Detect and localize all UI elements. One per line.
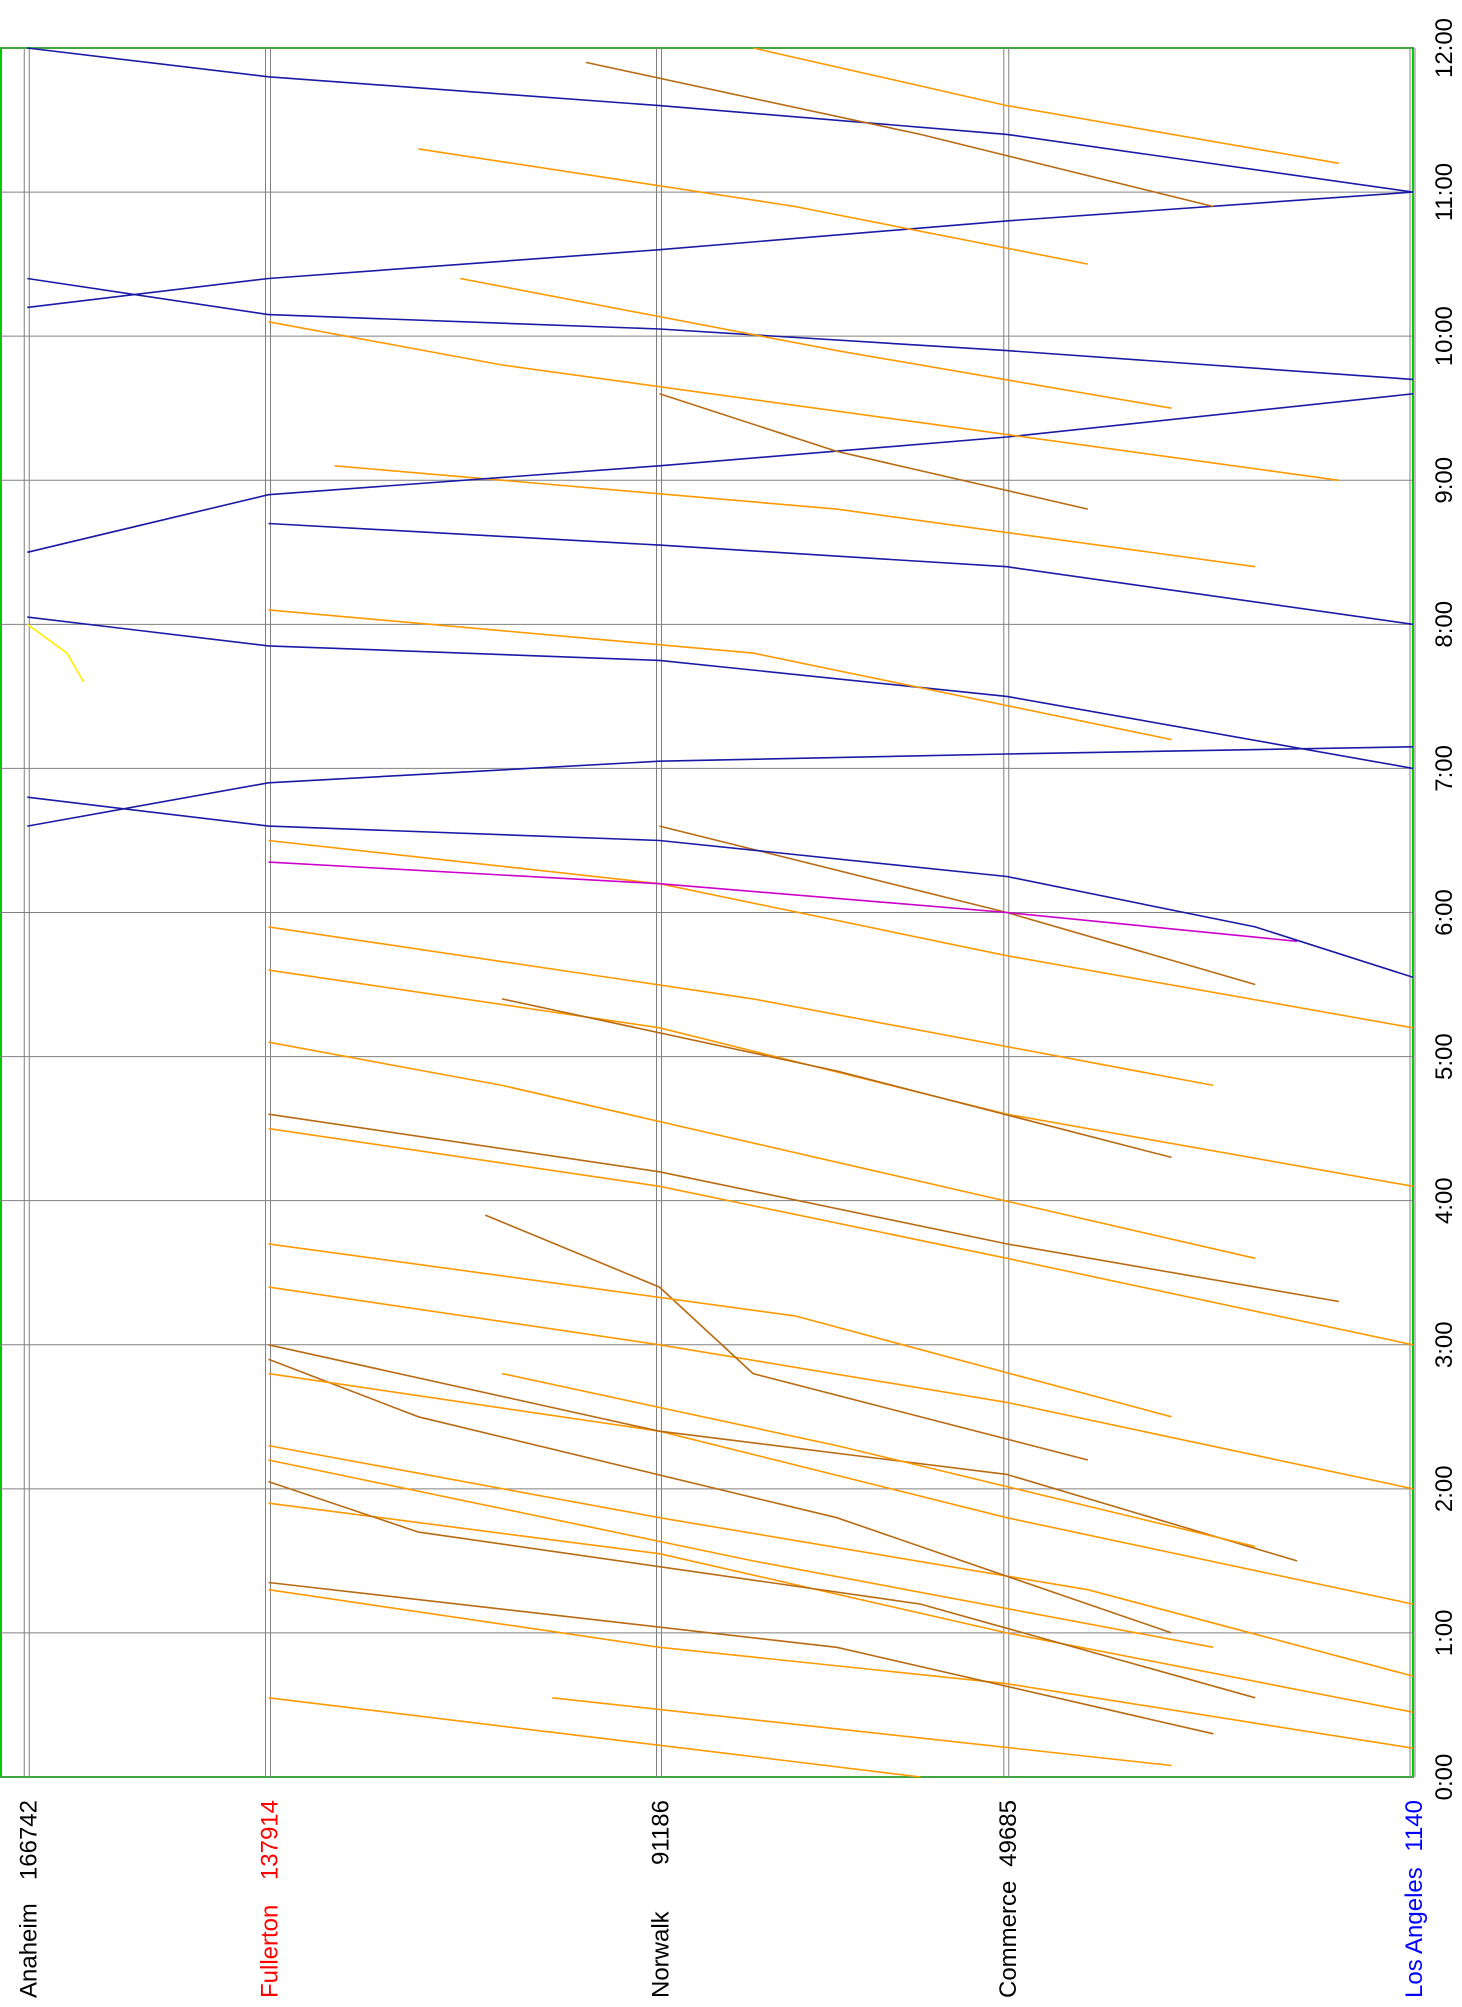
train-path-passenger bbox=[268, 1502, 1414, 1713]
time-tick-label: 12:00 bbox=[1431, 18, 1458, 78]
train-path-passenger bbox=[334, 465, 1256, 568]
station-distance-label: 166742 bbox=[15, 1800, 42, 1880]
station-name-label: Norwalk bbox=[648, 1910, 675, 1998]
station-distance-label: 137914 bbox=[257, 1800, 284, 1880]
train-path-commuter bbox=[27, 746, 1414, 827]
station-distance-label: 1140 bbox=[1401, 1800, 1428, 1852]
station-name-label: Commerce bbox=[995, 1881, 1022, 1998]
time-tick-label: 4:00 bbox=[1431, 1177, 1458, 1224]
train-path-freight bbox=[268, 1344, 1298, 1562]
train-path-passenger bbox=[268, 1286, 1414, 1490]
train-path-other bbox=[26, 623, 85, 683]
train-path-commuter bbox=[27, 277, 1414, 381]
train-path-passenger bbox=[268, 839, 1414, 1029]
time-tick-label: 8:00 bbox=[1431, 601, 1458, 648]
train-path-freight bbox=[501, 998, 1172, 1159]
train-path-passenger bbox=[268, 1459, 1214, 1649]
train-path-passenger bbox=[268, 321, 1340, 482]
train-path-freight bbox=[484, 1214, 1089, 1461]
train-path-passenger bbox=[268, 1444, 1414, 1677]
train-path-passenger bbox=[268, 1697, 921, 1778]
time-tick-label: 0:00 bbox=[1431, 1754, 1458, 1801]
time-tick-label: 6:00 bbox=[1431, 889, 1458, 936]
time-tick-label: 9:00 bbox=[1431, 457, 1458, 504]
train-path-commuter bbox=[27, 191, 1414, 309]
train-path-passenger bbox=[552, 1697, 1172, 1767]
train-path-passenger bbox=[460, 277, 1172, 409]
station-distance-label: 49685 bbox=[995, 1800, 1022, 1867]
train-path-special bbox=[268, 861, 1298, 943]
time-tick-label: 1:00 bbox=[1431, 1610, 1458, 1657]
train-path-passenger bbox=[268, 1372, 1414, 1605]
time-tick-label: 10:00 bbox=[1431, 306, 1458, 366]
train-path-freight bbox=[585, 61, 1214, 208]
station-name-label: Anaheim bbox=[15, 1903, 42, 1998]
time-tick-label: 2:00 bbox=[1431, 1465, 1458, 1512]
train-path-passenger bbox=[268, 1243, 1172, 1418]
station-distance-label: 91186 bbox=[648, 1800, 675, 1865]
train-path-freight bbox=[268, 1581, 1214, 1735]
time-tick-label: 7:00 bbox=[1431, 745, 1458, 792]
train-path-commuter bbox=[27, 796, 1414, 979]
time-tick-label: 3:00 bbox=[1431, 1321, 1458, 1368]
train-path-passenger bbox=[418, 148, 1088, 265]
time-tick-label: 11:00 bbox=[1431, 163, 1458, 221]
station-name-label: Fullerton bbox=[257, 1905, 284, 1998]
train-path-freight bbox=[268, 1480, 1256, 1699]
train-path-passenger bbox=[268, 1041, 1256, 1260]
train-path-passenger bbox=[268, 1127, 1414, 1346]
train-path-commuter bbox=[27, 47, 1414, 193]
train-path-passenger bbox=[752, 47, 1340, 165]
train-path-passenger bbox=[501, 1372, 1256, 1548]
time-tick-label: 5:00 bbox=[1431, 1033, 1458, 1080]
train-path-freight bbox=[268, 1113, 1340, 1303]
train-path-commuter bbox=[268, 522, 1414, 626]
train-path-freight bbox=[268, 1358, 1172, 1634]
train-path-passenger bbox=[268, 1588, 1414, 1749]
train-path-commuter bbox=[27, 393, 1414, 554]
train-path-freight bbox=[659, 393, 1088, 510]
station-name-label: Los Angeles bbox=[1401, 1867, 1428, 1998]
train-path-commuter bbox=[27, 616, 1414, 770]
train-path-passenger bbox=[268, 609, 1172, 741]
train-path-passenger bbox=[268, 926, 1214, 1087]
